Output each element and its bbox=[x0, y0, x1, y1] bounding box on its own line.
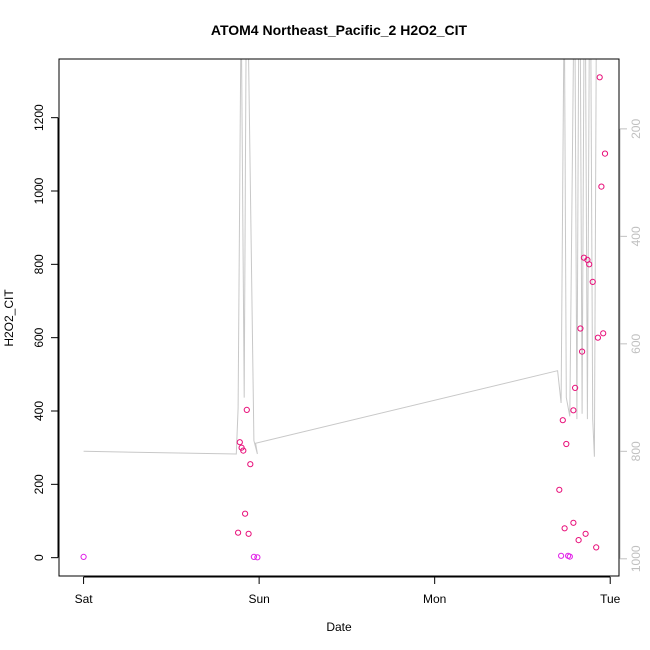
data-point bbox=[242, 510, 249, 517]
data-point bbox=[243, 406, 250, 413]
y-tick-label: 1000 bbox=[32, 177, 46, 204]
y2-tick-label: 800 bbox=[629, 441, 643, 461]
y-tick-label: 0 bbox=[32, 554, 46, 561]
data-point bbox=[247, 461, 254, 468]
x-tick-label: Sun bbox=[248, 592, 269, 606]
data-point bbox=[600, 330, 607, 337]
data-point bbox=[235, 529, 242, 536]
y2-tick-label: 600 bbox=[629, 334, 643, 354]
x-tick-label: Mon bbox=[423, 592, 446, 606]
data-point bbox=[586, 261, 593, 268]
data-point bbox=[594, 334, 602, 341]
plot-area: 0 200 400 600 800 1000 1200 200 400 600 800 1000 Sat… bbox=[32, 58, 643, 606]
data-point bbox=[559, 417, 566, 424]
data-point bbox=[582, 530, 589, 537]
data-point bbox=[556, 486, 563, 493]
data-point bbox=[80, 553, 87, 561]
data-point bbox=[570, 407, 577, 414]
y-tick-label: 1200 bbox=[32, 104, 46, 131]
y-tick-label: 600 bbox=[32, 327, 46, 347]
x-tick-label: Tue bbox=[600, 592, 621, 606]
plot-frame bbox=[58, 58, 620, 577]
y2-tick-label: 200 bbox=[629, 119, 643, 139]
data-point bbox=[558, 552, 565, 559]
data-point bbox=[570, 519, 577, 526]
series-line bbox=[83, 59, 598, 457]
data-point bbox=[577, 325, 584, 332]
y-tick-label: 200 bbox=[32, 474, 46, 494]
data-point bbox=[245, 530, 252, 537]
y-axis-label: H2O2_CIT bbox=[2, 289, 16, 347]
data-point bbox=[572, 384, 579, 391]
data-point bbox=[601, 150, 609, 157]
y-tick-label: 400 bbox=[32, 401, 46, 421]
data-point bbox=[598, 183, 605, 190]
data-point bbox=[563, 440, 570, 448]
data-point bbox=[240, 447, 247, 454]
data-point bbox=[575, 537, 582, 544]
chart-title: ATOM4 Northeast_Pacific_2 H2O2_CIT bbox=[211, 22, 468, 38]
data-point bbox=[579, 348, 586, 355]
data-point bbox=[596, 74, 603, 81]
data-point bbox=[254, 554, 261, 561]
data-point bbox=[561, 525, 568, 532]
data-point bbox=[236, 439, 243, 446]
y2-tick-label: 1000 bbox=[629, 545, 643, 572]
y2-tick-label: 400 bbox=[629, 226, 643, 246]
x-axis-label: Date bbox=[326, 620, 352, 634]
data-point bbox=[589, 278, 596, 285]
x-tick-label: Sat bbox=[75, 592, 94, 606]
data-point bbox=[593, 544, 600, 551]
data-point bbox=[250, 553, 257, 561]
data-point bbox=[566, 553, 573, 560]
y-tick-label: 800 bbox=[32, 254, 46, 274]
